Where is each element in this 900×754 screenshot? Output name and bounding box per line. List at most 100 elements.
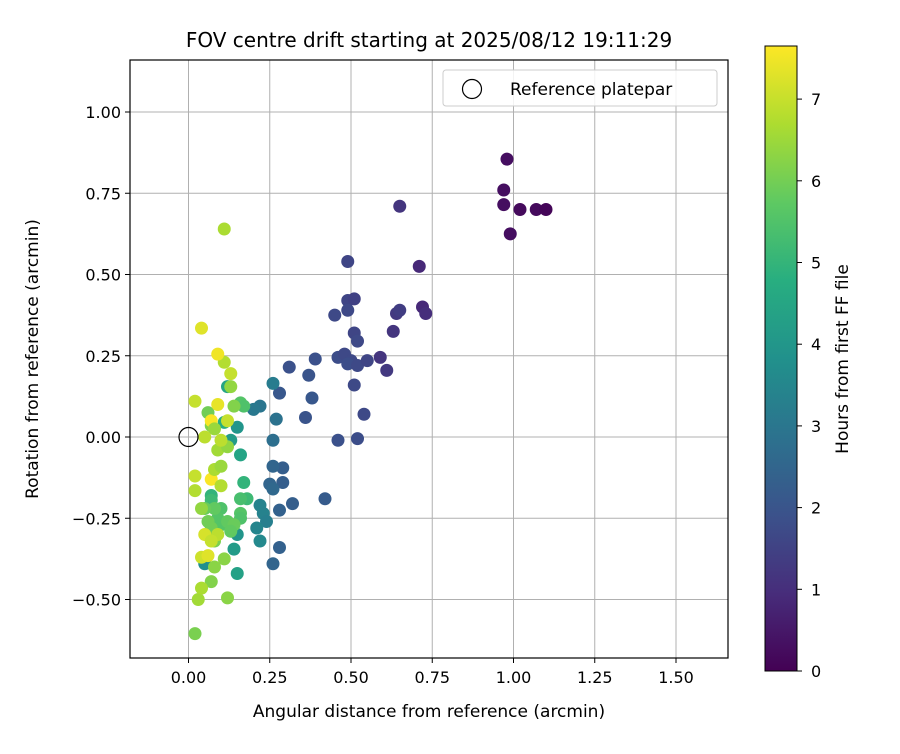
y-tick-label: 0.00 <box>85 428 121 447</box>
data-point <box>208 422 221 436</box>
data-point <box>331 433 345 447</box>
data-point <box>227 542 241 556</box>
data-point <box>273 386 286 400</box>
y-tick-label: 0.75 <box>85 184 121 203</box>
data-point <box>188 484 202 498</box>
data-point <box>188 627 202 641</box>
data-point <box>217 552 231 566</box>
plot-frame <box>129 59 729 659</box>
data-point <box>341 303 355 317</box>
colorbar-tick-label: 5 <box>811 254 821 273</box>
data-point <box>208 502 221 515</box>
data-point <box>250 521 264 535</box>
data-point <box>276 476 290 489</box>
x-tick-label: 1.50 <box>658 668 694 687</box>
y-tick-label: 1.00 <box>85 103 121 122</box>
data-point <box>214 433 228 447</box>
y-axis-ticks: −0.50 −0.25 0.00 0.25 0.50 0.75 1.00 <box>72 103 130 610</box>
data-point <box>221 414 234 428</box>
data-point <box>234 492 247 506</box>
data-point <box>419 307 433 320</box>
data-point <box>237 399 251 413</box>
y-tick-label: −0.25 <box>72 509 121 528</box>
data-point <box>224 524 238 538</box>
data-point <box>253 534 267 548</box>
colorbar-tick-label: 0 <box>811 662 821 681</box>
x-tick-label: 0.50 <box>333 668 369 687</box>
data-point <box>318 492 332 506</box>
y-axis-label: Rotation from reference (arcmin) <box>23 219 43 499</box>
colorbar-tick-label: 4 <box>811 335 821 354</box>
x-tick-label: 0.00 <box>171 668 207 687</box>
data-point <box>195 581 208 595</box>
data-point <box>211 398 225 411</box>
data-point <box>393 303 407 317</box>
data-point <box>230 567 244 580</box>
data-point <box>286 497 299 511</box>
data-points <box>188 152 553 641</box>
data-point <box>393 199 407 213</box>
data-point <box>497 183 511 197</box>
data-point <box>266 376 280 390</box>
data-point <box>237 476 251 489</box>
data-point <box>341 357 355 371</box>
data-point <box>513 203 527 216</box>
x-tick-label: 1.25 <box>577 668 613 687</box>
y-tick-label: 0.50 <box>85 266 121 285</box>
data-point <box>266 557 280 571</box>
data-point <box>351 432 364 446</box>
data-point <box>224 367 238 381</box>
reference-platepar-marker <box>178 426 199 448</box>
data-point <box>230 420 244 434</box>
data-point <box>412 259 426 273</box>
x-axis-label: Angular distance from reference (arcmin) <box>253 702 605 722</box>
colorbar-tick-label: 6 <box>811 172 821 191</box>
data-point <box>380 363 394 377</box>
colorbar-tick-label: 1 <box>811 580 821 599</box>
data-point <box>266 482 280 496</box>
data-point <box>221 591 234 605</box>
data-point <box>214 479 228 493</box>
legend-box <box>442 69 718 107</box>
data-point <box>351 359 364 372</box>
x-axis-ticks: 0.00 0.25 0.50 0.75 1.00 1.25 1.50 <box>171 658 694 687</box>
data-point <box>529 203 543 216</box>
colorbar-ticks: 0 1 2 3 4 5 6 7 <box>797 90 821 681</box>
data-point <box>188 469 202 483</box>
data-point <box>276 461 290 475</box>
data-point <box>302 368 316 382</box>
data-point <box>373 350 387 364</box>
data-point <box>201 549 215 563</box>
data-point <box>266 459 280 473</box>
data-point <box>224 380 238 394</box>
data-point <box>347 378 361 392</box>
data-point <box>260 515 273 528</box>
data-point <box>217 222 231 236</box>
data-point <box>204 534 218 548</box>
data-point <box>539 203 553 216</box>
data-point <box>234 448 247 462</box>
data-point <box>308 352 322 366</box>
data-point <box>357 407 371 421</box>
data-point <box>195 502 208 515</box>
colorbar-tick-label: 2 <box>811 499 821 518</box>
data-point <box>211 347 225 361</box>
data-point <box>360 354 374 368</box>
data-point <box>204 575 218 589</box>
data-point <box>282 360 296 374</box>
colorbar <box>764 45 798 672</box>
data-point <box>351 334 364 348</box>
data-point <box>497 198 511 212</box>
reference-marker-group <box>178 426 199 448</box>
data-point <box>500 152 514 166</box>
data-point <box>198 430 212 444</box>
x-tick-label: 1.00 <box>496 668 532 687</box>
legend-marker <box>461 78 483 100</box>
data-point <box>195 321 208 335</box>
data-point <box>273 541 286 554</box>
data-point <box>299 411 312 424</box>
chart-title: FOV centre drift starting at 2025/08/12 … <box>186 28 672 52</box>
x-tick-label: 0.25 <box>252 668 288 687</box>
data-point <box>503 227 517 241</box>
